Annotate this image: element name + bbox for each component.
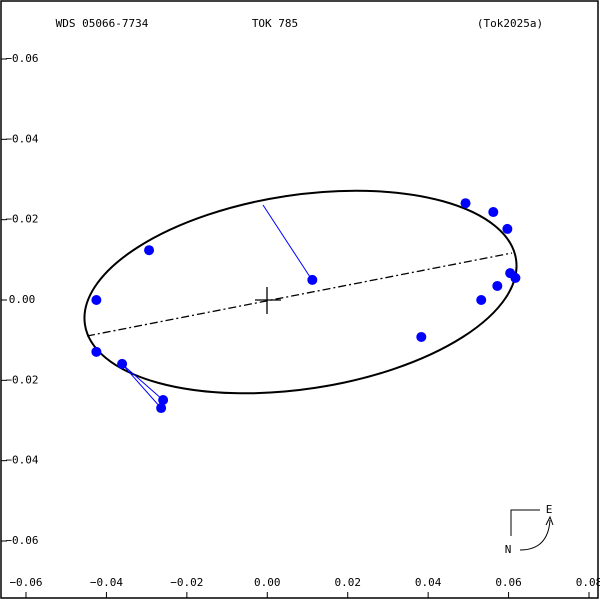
x-tick-label: −0.06	[9, 576, 42, 589]
observation	[156, 403, 167, 414]
observation	[460, 198, 471, 209]
residual	[121, 363, 162, 409]
observation	[488, 207, 499, 218]
header-ref: (Tok2025a)	[477, 17, 543, 30]
x-tick-label: 0.04	[415, 576, 442, 589]
observation	[492, 280, 503, 291]
line-of-nodes	[86, 252, 513, 337]
y-tick-label: 0.00	[9, 293, 36, 306]
x-tick-label: 0.00	[254, 576, 281, 589]
observation	[158, 395, 169, 406]
x-tick-label: 0.06	[495, 576, 522, 589]
residual	[262, 204, 313, 281]
x-tick-label: −0.04	[90, 576, 123, 589]
y-tick-label: −0.06	[5, 52, 38, 65]
header-wds: WDS 05066-7734	[56, 17, 149, 30]
compass	[510, 509, 554, 551]
y-tick-label: −0.02	[5, 213, 38, 226]
observation	[144, 245, 155, 256]
orbit	[83, 189, 518, 395]
compass-north: N	[505, 543, 512, 556]
residual	[121, 363, 164, 401]
observation	[91, 295, 102, 305]
observation	[476, 295, 487, 305]
compass-axes	[510, 509, 540, 536]
y-tick-label: −0.02	[5, 373, 38, 386]
y-tick-label: −0.06	[5, 534, 38, 547]
header-name: TOK 785	[252, 17, 298, 30]
y-tick-label: −0.04	[5, 454, 38, 467]
observation	[502, 223, 513, 234]
observation	[307, 274, 318, 285]
compass-arrowhead	[545, 515, 554, 526]
compass-east: E	[546, 503, 553, 516]
x-tick-label: 0.08	[576, 576, 600, 589]
y-tick-label: −0.04	[5, 132, 38, 145]
x-tick-label: 0.02	[334, 576, 361, 589]
observation	[510, 272, 521, 283]
observation	[117, 358, 128, 369]
compass-arrow	[519, 519, 551, 551]
observation	[91, 346, 102, 357]
residuals	[121, 204, 313, 409]
x-tick-label: −0.02	[170, 576, 203, 589]
observation	[416, 331, 427, 342]
